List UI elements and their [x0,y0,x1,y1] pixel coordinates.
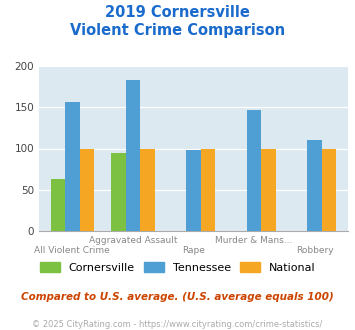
Text: Violent Crime Comparison: Violent Crime Comparison [70,23,285,38]
Bar [186,150,201,231]
Bar [65,102,80,231]
Bar [80,148,94,231]
Bar [140,148,155,231]
Bar [322,148,337,231]
Text: Compared to U.S. average. (U.S. average equals 100): Compared to U.S. average. (U.S. average … [21,292,334,302]
Bar [111,152,126,231]
Bar [50,179,65,231]
Bar [261,148,276,231]
Bar [201,148,215,231]
Legend: Cornersville, Tennessee, National: Cornersville, Tennessee, National [36,258,320,278]
Text: 2019 Cornersville: 2019 Cornersville [105,5,250,20]
Bar [307,140,322,231]
Text: © 2025 CityRating.com - https://www.cityrating.com/crime-statistics/: © 2025 CityRating.com - https://www.city… [32,320,323,329]
Bar [247,110,261,231]
Bar [126,80,140,231]
